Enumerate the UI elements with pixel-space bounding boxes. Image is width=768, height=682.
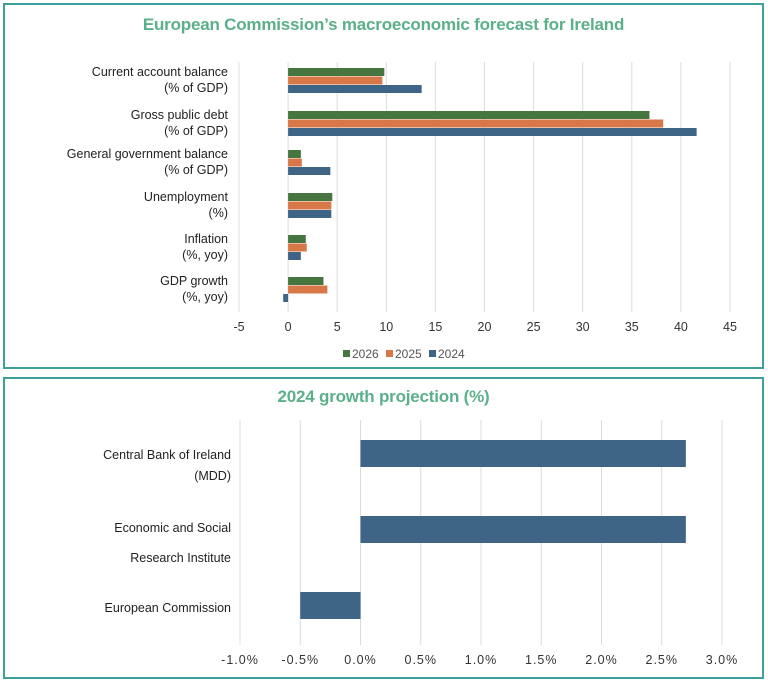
bar-2025 [288, 158, 302, 167]
x-tick-label: 30 [576, 320, 590, 334]
bar-2024 [288, 167, 331, 175]
category-label: Central Bank of Ireland [103, 448, 231, 462]
category-label: (MDD) [194, 469, 231, 483]
category-label: Research Institute [130, 551, 231, 565]
legend-label: 2025 [395, 347, 422, 361]
category-label: (% of GDP) [164, 124, 228, 138]
bar-2026 [288, 150, 301, 158]
chart-title: 2024 growth projection (%) [277, 387, 490, 406]
category-label: Unemployment [144, 190, 229, 204]
bar-2025 [288, 243, 307, 252]
bar-2025 [288, 76, 383, 85]
bar-2024 [288, 85, 422, 93]
x-tick-label: 35 [625, 320, 639, 334]
x-tick-label: 1.0% [465, 653, 498, 667]
legend-label: 2026 [352, 347, 379, 361]
x-tick-label: 2.5% [646, 653, 679, 667]
x-tick-label: -5 [233, 320, 244, 334]
x-tick-label: 10 [379, 320, 393, 334]
x-tick-label: 0.5% [405, 653, 438, 667]
bar-1 [360, 516, 686, 543]
x-tick-label: 0 [285, 320, 292, 334]
bar-2024 [283, 294, 289, 302]
x-tick-label: -1.0% [221, 653, 259, 667]
category-label: Economic and Social [114, 521, 231, 535]
category-label: (%) [209, 206, 228, 220]
category-label: GDP growth [160, 274, 228, 288]
category-label: Gross public debt [131, 108, 229, 122]
macro-forecast-panel: European Commission’s macroeconomic fore… [3, 3, 764, 369]
category-label: (% of GDP) [164, 163, 228, 177]
legend-swatch-2026 [343, 350, 350, 357]
bar-2 [300, 592, 361, 619]
x-tick-label: 5 [334, 320, 341, 334]
category-label: (% of GDP) [164, 81, 228, 95]
category-label: European Commission [105, 601, 231, 615]
bar-2026 [288, 277, 324, 285]
x-tick-label: 20 [478, 320, 492, 334]
category-label: General government balance [67, 147, 228, 161]
x-tick-label: -0.5% [281, 653, 319, 667]
x-tick-label: 45 [723, 320, 737, 334]
legend-swatch-2024 [429, 350, 436, 357]
bar-2025 [288, 201, 332, 210]
legend-label: 2024 [438, 347, 465, 361]
x-tick-label: 1.5% [525, 653, 558, 667]
category-label: (%, yoy) [182, 290, 228, 304]
chart-title: European Commission’s macroeconomic fore… [142, 15, 625, 34]
x-tick-label: 0.0% [344, 653, 377, 667]
legend-swatch-2025 [386, 350, 393, 357]
x-tick-label: 2.0% [585, 653, 618, 667]
x-tick-label: 40 [674, 320, 688, 334]
bar-2024 [288, 252, 301, 260]
bar-2026 [288, 235, 306, 243]
x-tick-label: 15 [428, 320, 442, 334]
x-tick-label: 25 [527, 320, 541, 334]
x-tick-label: 3.0% [706, 653, 739, 667]
category-label: (%, yoy) [182, 248, 228, 262]
category-label: Inflation [184, 232, 228, 246]
bar-2024 [288, 210, 332, 218]
bar-2025 [288, 119, 664, 128]
bar-2026 [288, 193, 333, 201]
bar-2026 [288, 68, 385, 76]
bar-2026 [288, 111, 650, 119]
bar-0 [360, 440, 686, 467]
category-label: Current account balance [92, 65, 228, 79]
bar-2025 [288, 285, 328, 294]
bar-2024 [288, 128, 697, 136]
